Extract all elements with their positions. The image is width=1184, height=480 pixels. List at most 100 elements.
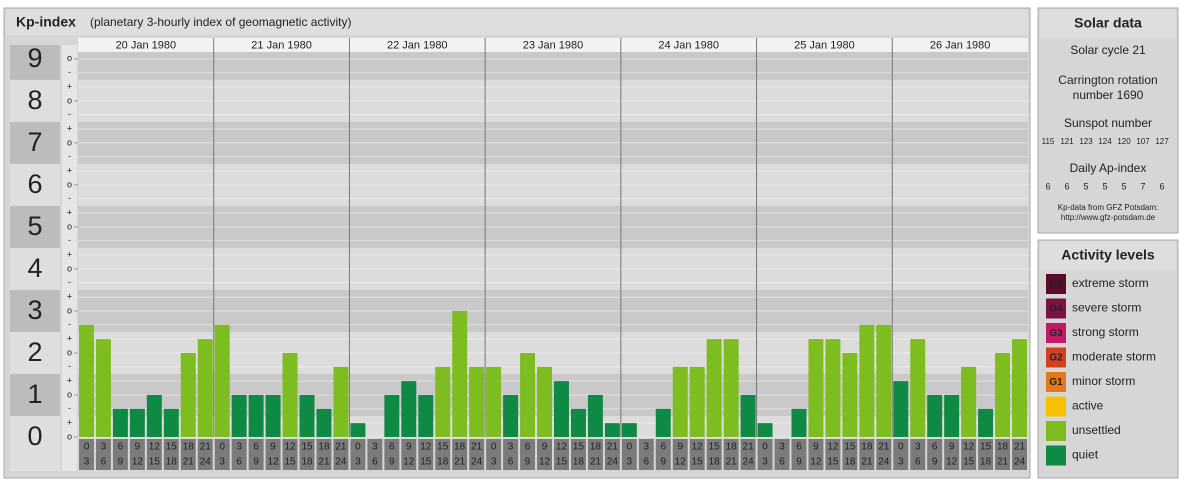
minor-tick-label: +: [67, 81, 72, 91]
sunspot-value: 127: [1155, 137, 1169, 146]
interval-start: 0: [219, 442, 225, 453]
interval-start: 9: [677, 442, 683, 453]
interval-box: [163, 439, 179, 470]
interval-start: 21: [743, 442, 755, 453]
interval-start: 21: [471, 442, 483, 453]
bar: [961, 366, 977, 437]
minor-tick-label: o: [67, 347, 72, 357]
label-band: [10, 373, 60, 416]
bar: [418, 394, 434, 437]
interval-box: [435, 439, 451, 470]
interval-start: 6: [118, 442, 124, 453]
level-code: G2: [1049, 353, 1063, 364]
interval-start: 15: [573, 442, 585, 453]
level-swatch: [1046, 323, 1066, 343]
interval-box: [723, 439, 739, 470]
day-label: 24 Jan 1980: [658, 39, 719, 51]
interval-start: 15: [301, 442, 313, 453]
sunspot-value: 123: [1079, 137, 1093, 146]
interval-end: 18: [844, 457, 856, 468]
interval-start: 6: [253, 442, 259, 453]
y-tick-label: 2: [27, 337, 42, 367]
interval-box: [197, 439, 213, 470]
level-name: quiet: [1072, 448, 1099, 462]
level-name: unsettled: [1072, 423, 1121, 437]
level-name: active: [1072, 399, 1104, 413]
interval-start: 15: [709, 442, 721, 453]
interval-end: 21: [726, 457, 738, 468]
interval-start: 6: [389, 442, 395, 453]
level-name: extreme storm: [1072, 276, 1149, 290]
interval-box: [452, 439, 468, 470]
bar: [723, 339, 739, 437]
interval-end: 21: [997, 457, 1009, 468]
interval-box: [587, 439, 603, 470]
minor-tick-label: +: [67, 207, 72, 217]
minor-tick-label: +: [67, 418, 72, 428]
y-tick-label: 5: [27, 211, 42, 241]
interval-end: 6: [372, 457, 378, 468]
bar: [893, 381, 909, 437]
interval-box: [248, 439, 264, 470]
minor-tick-label: o: [67, 137, 72, 147]
interval-start: 12: [963, 442, 975, 453]
carrington: Carrington rotation: [1058, 73, 1157, 87]
level-swatch: [1046, 274, 1066, 294]
interval-box: [265, 439, 281, 470]
interval-box: [927, 439, 943, 470]
bar: [79, 324, 94, 437]
interval-end: 3: [627, 457, 633, 468]
interval-box: [604, 439, 620, 470]
ap-value: 6: [1159, 181, 1164, 191]
bar: [333, 366, 349, 437]
interval-start: 18: [183, 442, 195, 453]
interval-start: 6: [525, 442, 531, 453]
minor-tick-label: o: [67, 221, 72, 231]
interval-start: 15: [437, 442, 449, 453]
bar: [791, 408, 807, 437]
source-note: Kp-data from GFZ Potsdam:: [1058, 203, 1158, 212]
interval-end: 18: [166, 457, 178, 468]
interval-end: 6: [644, 457, 650, 468]
chart-subtitle: (planetary 3-hourly index of geomagnetic…: [90, 15, 351, 29]
bar: [146, 394, 162, 437]
y-tick-label: 6: [27, 169, 42, 199]
interval-box: [808, 439, 824, 470]
interval-start: 9: [406, 442, 412, 453]
y-tick-label: 1: [27, 379, 42, 409]
sunspot-value: 107: [1136, 137, 1150, 146]
interval-box: [825, 439, 841, 470]
sunspot-title: Sunspot number: [1064, 116, 1152, 130]
bar: [876, 324, 892, 437]
interval-start: 9: [542, 442, 548, 453]
interval-start: 18: [454, 442, 466, 453]
title-bar: [6, 10, 1028, 35]
interval-start: 9: [135, 442, 141, 453]
ap-value: 6: [1045, 181, 1050, 191]
bar: [486, 366, 502, 437]
bar: [604, 423, 620, 437]
interval-box: [214, 439, 230, 470]
interval-box: [740, 439, 756, 470]
label-band: [10, 121, 60, 164]
level-swatch: [1046, 347, 1066, 368]
minor-tick-label: o: [67, 179, 72, 189]
interval-end: 15: [149, 457, 161, 468]
interval-box: [180, 439, 196, 470]
levels-title: Activity levels: [1061, 247, 1155, 263]
interval-start: 15: [166, 442, 178, 453]
interval-end: 6: [915, 457, 921, 468]
interval-box: [910, 439, 926, 470]
ap-value: 7: [1140, 181, 1145, 191]
interval-box: [554, 439, 569, 470]
interval-end: 12: [268, 457, 280, 468]
interval-box: [401, 439, 417, 470]
minor-tick-label: +: [67, 333, 72, 343]
bar: [655, 408, 671, 437]
minor-tick-label: -: [68, 109, 71, 119]
interval-end: 21: [590, 457, 602, 468]
interval-end: 24: [335, 457, 347, 468]
interval-end: 18: [437, 457, 449, 468]
bar: [163, 408, 179, 437]
